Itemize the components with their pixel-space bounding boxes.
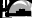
Text: 6.0 × 10⁵: 6.0 × 10⁵ [0, 0, 5, 18]
Text: 4.0 × 10⁶: 4.0 × 10⁶ [0, 0, 5, 18]
Text: p= 0.005: p= 0.005 [0, 0, 32, 4]
Text: 8.0 × 10⁵: 8.0 × 10⁵ [0, 0, 5, 18]
Polygon shape [5, 7, 6, 8]
Text: 0: 0 [0, 0, 5, 18]
Text: 2.0 × 10⁴: 2.0 × 10⁴ [0, 0, 5, 18]
Polygon shape [5, 10, 6, 11]
Text: CMV DNA load (copies/mL): CMV DNA load (copies/mL) [0, 0, 21, 18]
Text: CC: CC [0, 16, 32, 18]
Text: 1.0 × 10⁶: 1.0 × 10⁶ [0, 0, 5, 18]
Text: 2848 C/T SNP: 2848 C/T SNP [0, 17, 32, 18]
Text: CT-TT: CT-TT [0, 16, 32, 18]
Text: Genotype: Genotype [0, 16, 32, 18]
Text: 6.0 × 10⁴: 6.0 × 10⁴ [0, 0, 5, 18]
Text: 7.0 × 10⁶: 7.0 × 10⁶ [0, 0, 5, 18]
Text: 4.0 × 10⁴: 4.0 × 10⁴ [0, 0, 5, 18]
Text: 1.0 × 10⁶: 1.0 × 10⁶ [0, 0, 5, 18]
